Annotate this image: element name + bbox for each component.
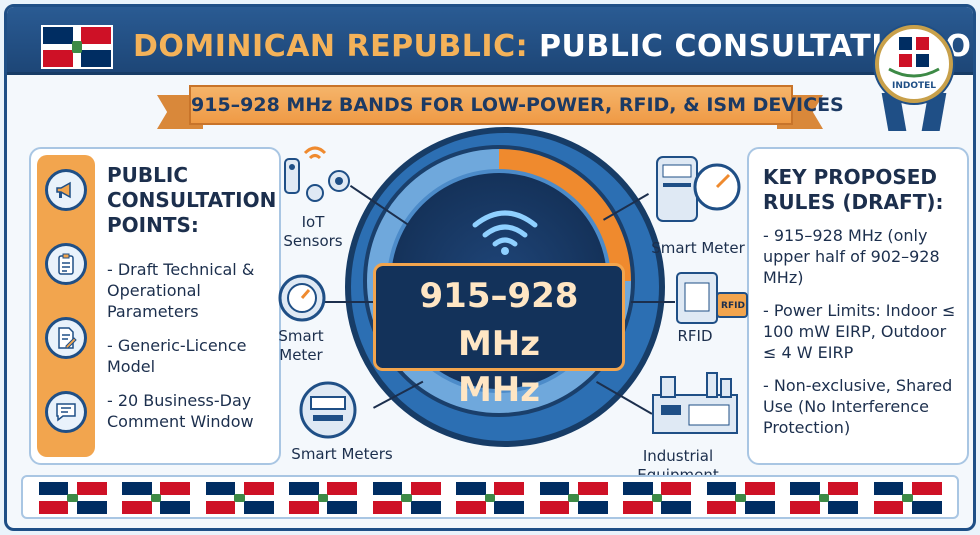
- megaphone-icon: [45, 169, 87, 211]
- clipboard-icon: [45, 243, 87, 285]
- dominican-flag-icon: [456, 482, 524, 514]
- icon-rail: [37, 155, 95, 457]
- dominican-flag-icon: [122, 482, 190, 514]
- frequency-dial: 915–928 MHz MHz: [345, 127, 665, 447]
- frequency-range: 915–928 MHz: [419, 276, 579, 364]
- key-rules-panel: KEY PROPOSED RULES (DRAFT): - 915–928 MH…: [747, 147, 969, 465]
- title-line: RULES (DRAFT):: [763, 190, 944, 214]
- consultation-points-panel: PUBLIC CONSULTATION POINTS: - Draft Tech…: [29, 147, 281, 465]
- list-item: - Draft Technical & Operational Paramete…: [107, 260, 255, 321]
- dominican-flag-icon: [539, 482, 608, 514]
- title-line: POINTS:: [107, 213, 199, 237]
- rfid-label: RFID: [677, 327, 713, 345]
- consultation-points-title: PUBLIC CONSULTATION POINTS:: [107, 163, 276, 238]
- consultation-points-list: - Draft Technical & Operational Paramete…: [107, 259, 257, 445]
- title-line: CONSULTATION: [107, 188, 277, 212]
- dominican-flag-icon: [38, 482, 107, 514]
- indotel-seal: INDOTEL: [875, 25, 953, 103]
- smart-meters-label: Smart Meters: [291, 445, 393, 463]
- list-item: - 915–928 MHz (only upper half of 902–92…: [763, 226, 940, 287]
- dominican-flag-icon: [790, 482, 858, 514]
- smart-meter-label: Smart Meter: [278, 327, 324, 364]
- title-country: DOMINICAN REPUBLIC:: [133, 29, 529, 64]
- smart-meter-device-icon: [656, 156, 741, 222]
- iot-sensor-icon: [284, 146, 350, 202]
- frequency-readout: 915–928 MHz MHz: [373, 263, 625, 410]
- dominican-flag-icon: [205, 482, 274, 514]
- smart-meter-gauge-icon: [278, 274, 326, 322]
- rfid-reader-icon: [676, 272, 748, 324]
- subtitle-banner: 915–928 MHz BANDS FOR LOW-POWER, RFID, &…: [189, 85, 844, 125]
- iot-sensors-label: IoT Sensors: [283, 213, 343, 250]
- infographic-frame: DOMINICAN REPUBLIC: PUBLIC CONSULTATION …: [4, 4, 976, 531]
- industrial-equipment-icon: [652, 372, 738, 434]
- list-item: - Power Limits: Indoor ≤ 100 mW EIRP, Ou…: [763, 301, 956, 362]
- smart-meter-right-label: Smart Meter: [651, 239, 745, 257]
- smart-meters-icon: [299, 381, 357, 439]
- list-item: - Non-exclusive, Shared Use (No Interfer…: [763, 376, 953, 437]
- list-item: - 20 Business-Day Comment Window: [107, 391, 254, 431]
- list-item: - Generic-Licence Model: [107, 336, 247, 376]
- page-title: DOMINICAN REPUBLIC: PUBLIC CONSULTATION …: [133, 29, 973, 64]
- dominican-flag-icon: [289, 482, 357, 514]
- wifi-icon: [472, 210, 538, 255]
- title-line: KEY PROPOSED: [763, 165, 937, 189]
- dominican-flag-icon: [706, 482, 775, 514]
- connector-line: [631, 301, 675, 303]
- seal-label: INDOTEL: [891, 81, 937, 91]
- title-line: PUBLIC: [107, 163, 189, 187]
- key-rules-title: KEY PROPOSED RULES (DRAFT):: [763, 165, 943, 215]
- header-bar: DOMINICAN REPUBLIC: PUBLIC CONSULTATION …: [7, 7, 973, 75]
- dominican-flag-icon: [372, 482, 441, 514]
- key-rules-list: - 915–928 MHz (only upper half of 902–92…: [763, 225, 959, 450]
- connector-line: [325, 301, 373, 303]
- dominican-flag-icon: [873, 482, 942, 514]
- frequency-unit: MHz: [457, 370, 541, 410]
- dominican-flag-icon: [41, 25, 113, 69]
- document-edit-icon: [45, 317, 87, 359]
- dominican-flag-icon: [623, 482, 691, 514]
- banner-text: 915–928 MHz BANDS FOR LOW-POWER, RFID, &…: [191, 94, 844, 116]
- comment-icon: [45, 391, 87, 433]
- rfid-tag-label: RFID: [721, 301, 745, 311]
- flag-strip: [21, 475, 959, 519]
- coat-of-arms-icon: [888, 37, 940, 78]
